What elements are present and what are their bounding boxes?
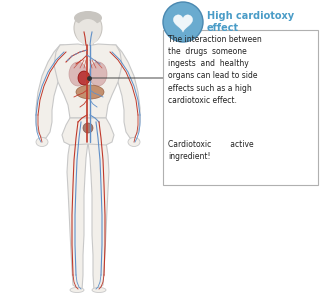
Circle shape xyxy=(163,2,203,42)
Ellipse shape xyxy=(36,137,48,146)
Ellipse shape xyxy=(92,287,106,292)
Polygon shape xyxy=(174,15,193,32)
Ellipse shape xyxy=(74,12,102,44)
Ellipse shape xyxy=(89,62,107,86)
Text: The interaction between
the  drugs  someone
ingests  and  healthy
organs can lea: The interaction between the drugs someon… xyxy=(168,35,262,105)
Ellipse shape xyxy=(83,123,93,133)
Polygon shape xyxy=(88,142,109,290)
FancyBboxPatch shape xyxy=(83,35,93,45)
Ellipse shape xyxy=(128,137,140,146)
Text: Cardiotoxic        active
ingredient!: Cardiotoxic active ingredient! xyxy=(168,140,254,161)
Text: effect: effect xyxy=(207,23,239,33)
Ellipse shape xyxy=(70,287,84,292)
Ellipse shape xyxy=(69,62,87,86)
FancyBboxPatch shape xyxy=(163,30,318,185)
Text: High cardiotoxy: High cardiotoxy xyxy=(207,11,294,21)
Polygon shape xyxy=(36,45,66,138)
Polygon shape xyxy=(54,44,122,118)
Ellipse shape xyxy=(78,71,90,85)
Polygon shape xyxy=(110,45,140,138)
Polygon shape xyxy=(67,142,88,290)
Ellipse shape xyxy=(76,19,100,45)
Polygon shape xyxy=(62,118,114,145)
Ellipse shape xyxy=(74,11,102,25)
Ellipse shape xyxy=(76,85,104,99)
